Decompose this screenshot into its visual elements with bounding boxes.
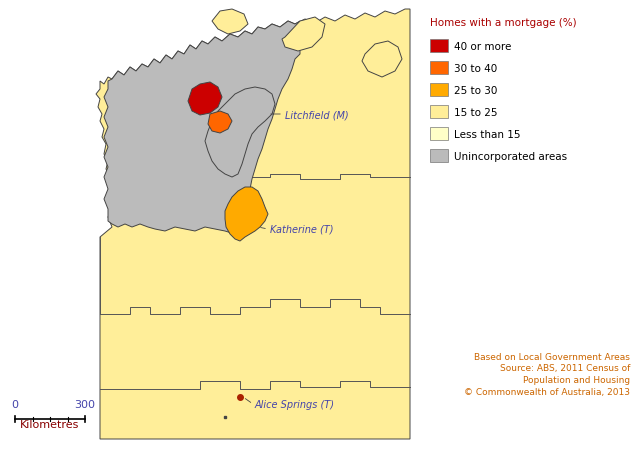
Text: Unincorporated areas: Unincorporated areas bbox=[454, 151, 567, 161]
Text: 30 to 40: 30 to 40 bbox=[454, 63, 497, 74]
Bar bbox=[430, 62, 448, 75]
Polygon shape bbox=[362, 42, 402, 78]
Polygon shape bbox=[225, 188, 268, 241]
Text: Less than 15: Less than 15 bbox=[454, 129, 521, 139]
Text: Alice Springs (T): Alice Springs (T) bbox=[255, 399, 335, 409]
Bar bbox=[430, 150, 448, 163]
Text: 15 to 25: 15 to 25 bbox=[454, 107, 498, 117]
Polygon shape bbox=[104, 22, 300, 235]
Text: Litchfield (M): Litchfield (M) bbox=[285, 110, 349, 120]
Polygon shape bbox=[96, 10, 410, 439]
Bar bbox=[430, 84, 448, 97]
Text: Katherine (T): Katherine (T) bbox=[270, 225, 334, 235]
Text: Homes with a mortgage (%): Homes with a mortgage (%) bbox=[430, 18, 576, 28]
Text: 40 or more: 40 or more bbox=[454, 41, 511, 51]
Polygon shape bbox=[188, 83, 222, 116]
Bar bbox=[430, 128, 448, 141]
Bar bbox=[430, 40, 448, 53]
Text: Based on Local Government Areas
Source: ABS, 2011 Census of
Population and Housi: Based on Local Government Areas Source: … bbox=[464, 352, 630, 396]
Polygon shape bbox=[208, 112, 232, 133]
Bar bbox=[430, 106, 448, 119]
Text: 0: 0 bbox=[12, 399, 19, 409]
Text: Kilometres: Kilometres bbox=[20, 419, 80, 429]
Polygon shape bbox=[205, 88, 275, 178]
Polygon shape bbox=[212, 10, 248, 35]
Text: 25 to 30: 25 to 30 bbox=[454, 85, 497, 95]
Polygon shape bbox=[282, 18, 325, 52]
Text: 300: 300 bbox=[75, 399, 95, 409]
